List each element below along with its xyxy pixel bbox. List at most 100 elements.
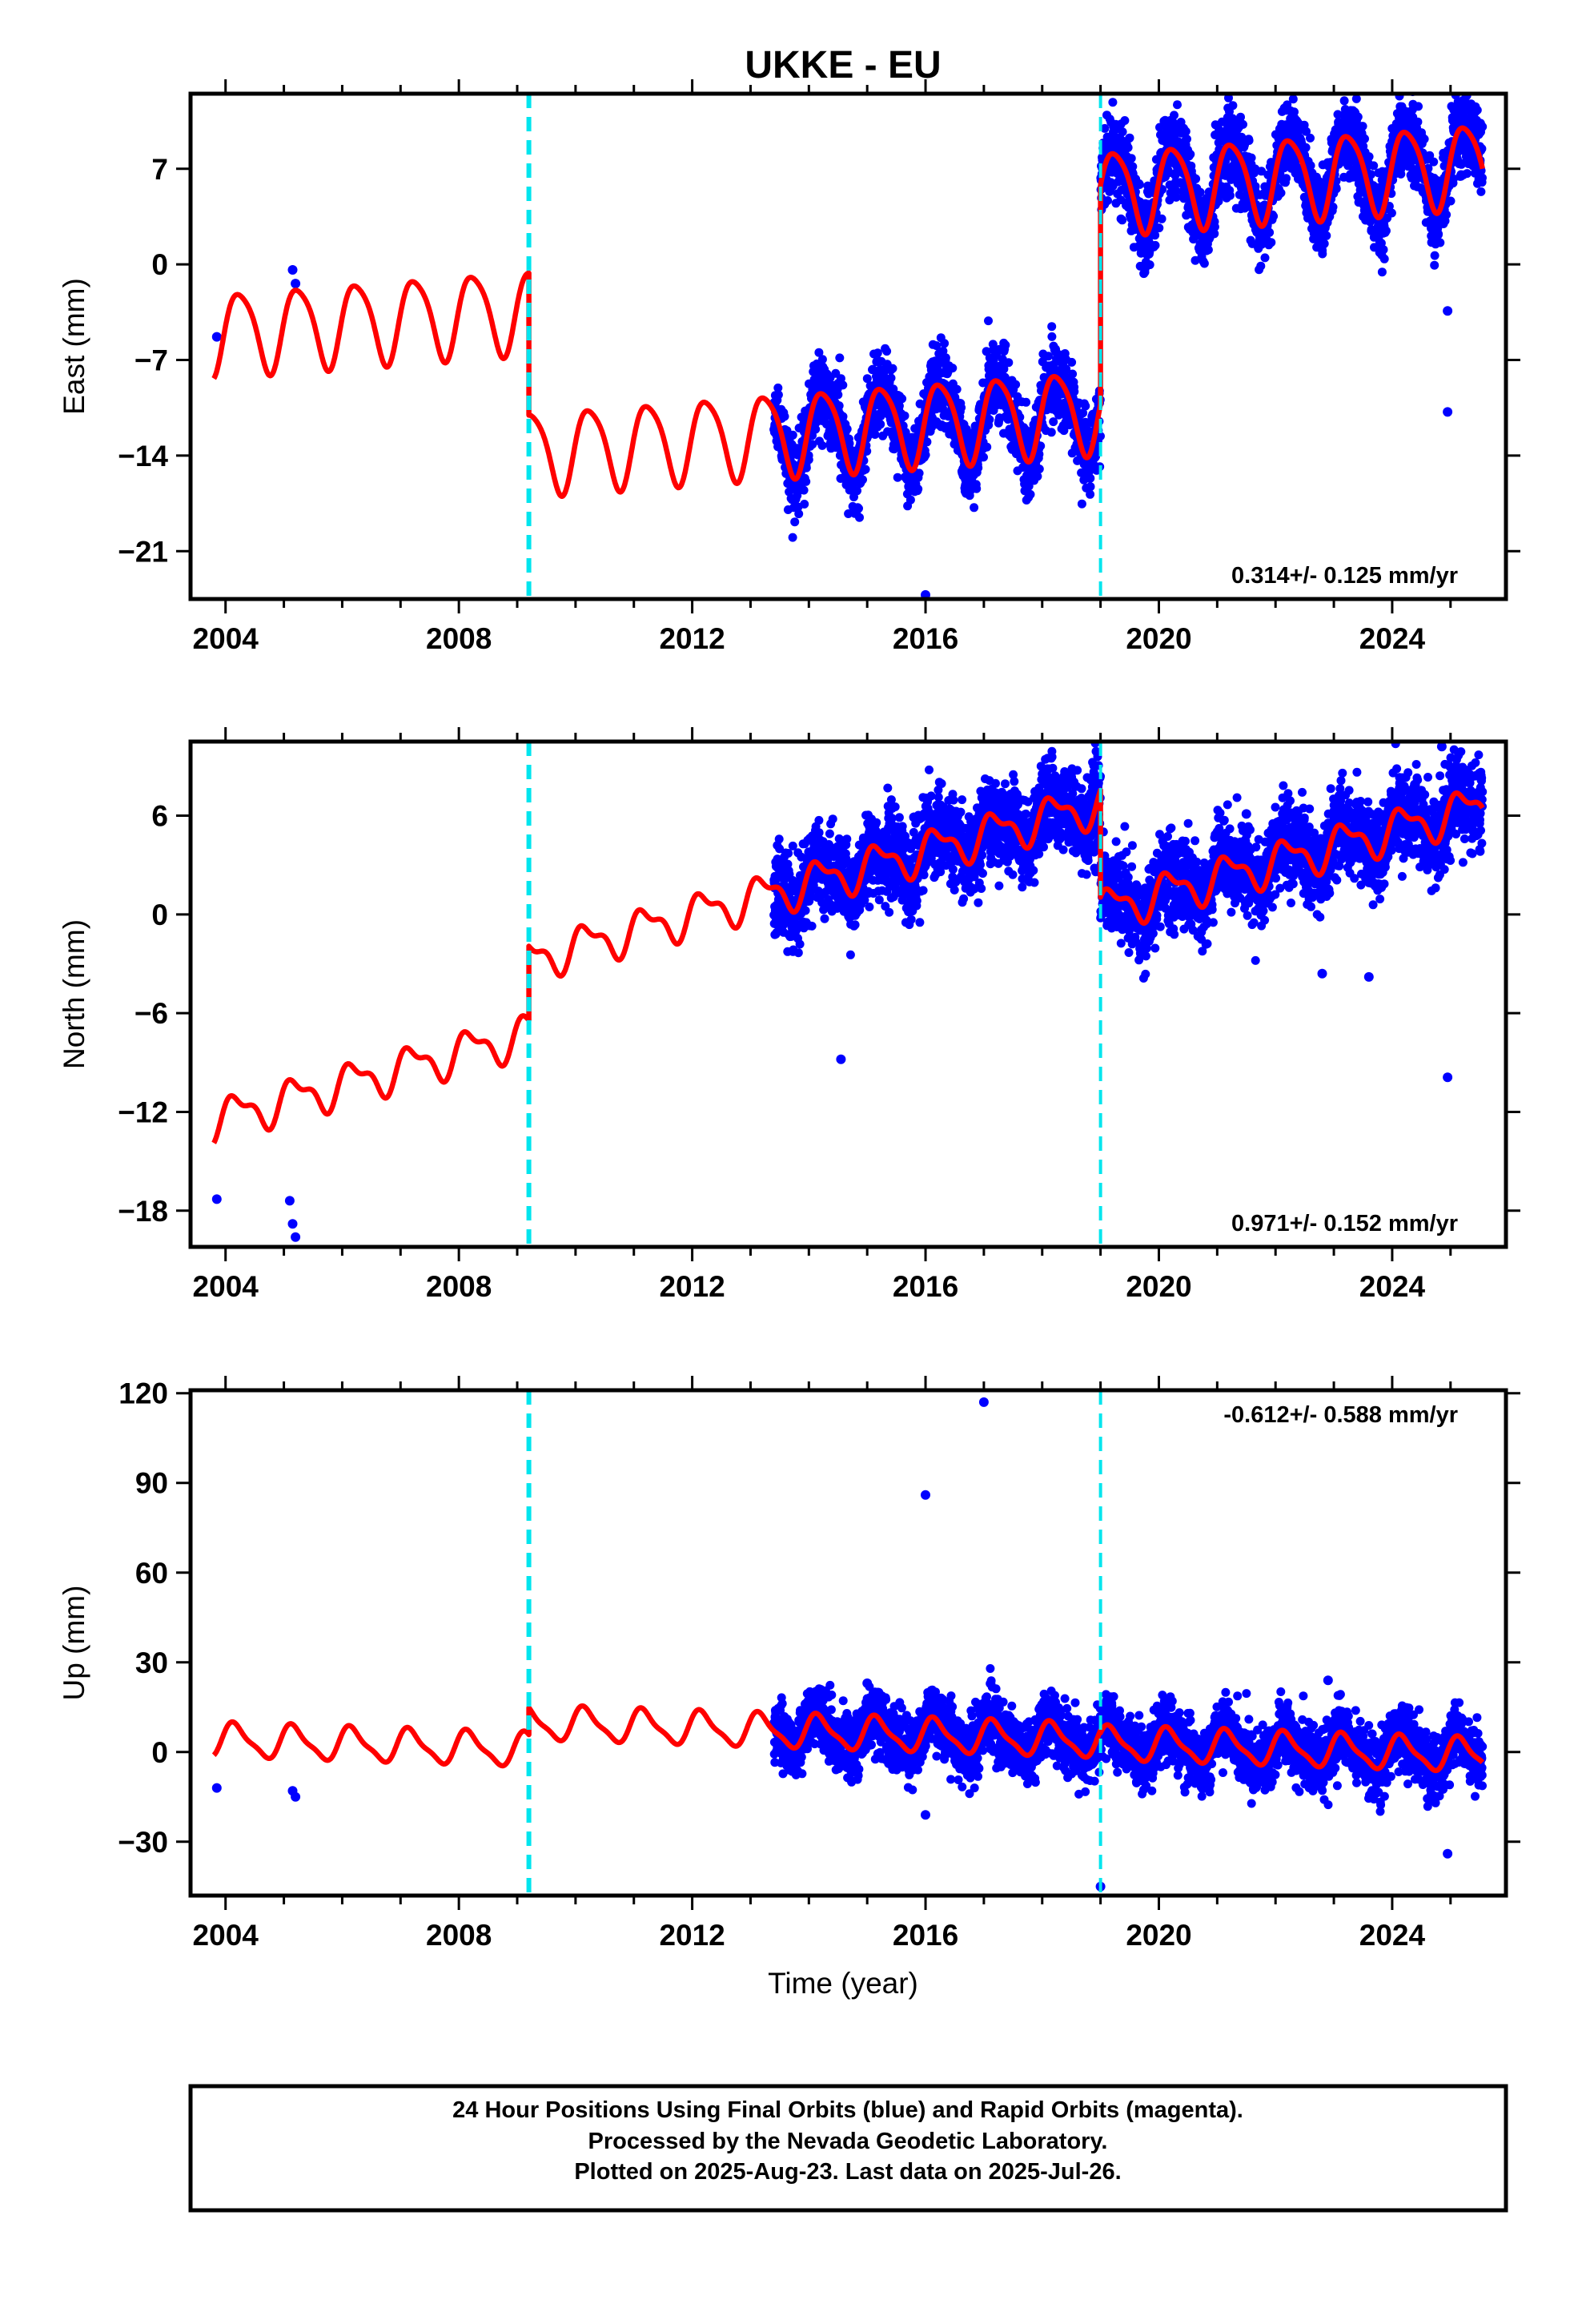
data-point	[888, 364, 897, 373]
data-point	[850, 920, 860, 930]
data-point	[876, 420, 885, 429]
data-point	[817, 440, 827, 450]
data-point	[1430, 260, 1439, 270]
data-point	[790, 517, 800, 527]
data-point	[1306, 133, 1315, 143]
data-point	[1265, 227, 1275, 237]
data-point	[1078, 408, 1088, 418]
data-point	[855, 513, 864, 522]
data-point	[1463, 169, 1472, 179]
data-point	[1034, 464, 1044, 474]
data-point	[1126, 154, 1136, 163]
data-point	[1319, 239, 1329, 248]
data-point	[793, 948, 803, 958]
data-point	[1214, 196, 1223, 206]
data-point	[1269, 211, 1279, 221]
data-point	[913, 485, 923, 494]
data-point	[882, 347, 892, 356]
data-point	[1210, 229, 1219, 239]
data-point	[948, 364, 958, 373]
data-point	[1430, 251, 1439, 260]
x-tick-label: 2008	[426, 622, 492, 655]
data-point	[834, 401, 844, 411]
data-point	[862, 374, 872, 384]
data-point	[1244, 136, 1254, 145]
data-point	[952, 384, 962, 394]
data-point	[1256, 261, 1266, 271]
data-point	[1435, 238, 1445, 247]
data-point	[941, 353, 950, 363]
data-point	[1033, 472, 1042, 481]
data-point	[1123, 143, 1133, 152]
y-tick-label: −14	[118, 440, 168, 472]
data-point	[1301, 143, 1311, 152]
data-point	[1118, 215, 1127, 225]
data-point	[774, 834, 784, 844]
data-point	[1322, 231, 1331, 240]
data-point-outlier	[291, 279, 301, 289]
data-point	[957, 403, 966, 412]
data-point	[1173, 100, 1182, 110]
x-tick-label: 2016	[893, 622, 958, 655]
data-point	[1047, 322, 1057, 332]
data-point	[1134, 180, 1144, 189]
data-point	[1171, 192, 1181, 202]
y-tick-label: −21	[118, 535, 168, 568]
data-point	[1145, 260, 1154, 270]
data-point	[885, 907, 894, 917]
data-point	[1036, 441, 1046, 451]
data-point	[970, 503, 979, 513]
plot-content	[211, 82, 1488, 599]
data-point	[1182, 135, 1191, 144]
data-point	[1239, 119, 1247, 129]
data-point	[1336, 82, 1345, 91]
data-point	[1478, 122, 1488, 131]
data-point	[1429, 157, 1439, 167]
data-point	[1210, 222, 1219, 231]
data-point	[1100, 123, 1110, 133]
data-point	[794, 509, 804, 519]
data-point	[1011, 380, 1021, 389]
data-point	[1155, 123, 1164, 132]
data-point	[1413, 117, 1423, 127]
data-point	[1096, 432, 1105, 441]
data-point	[1062, 364, 1071, 374]
data-point	[1302, 127, 1311, 136]
data-point	[1367, 170, 1375, 179]
data-point	[1351, 94, 1361, 103]
data-point	[1034, 449, 1044, 459]
data-point	[811, 424, 821, 434]
velocity-annotation: 0.314+/- 0.125 mm/yr	[1231, 563, 1458, 589]
data-point	[1165, 195, 1174, 205]
data-point	[1358, 122, 1367, 131]
data-point	[1004, 358, 1014, 368]
data-point	[1282, 174, 1291, 183]
data-point	[1387, 208, 1396, 218]
data-point	[814, 348, 824, 357]
data-point	[1288, 94, 1298, 104]
x-tick-label: 2024	[1359, 622, 1426, 655]
data-point	[889, 444, 899, 454]
data-point	[1446, 196, 1456, 206]
data-point	[1086, 482, 1095, 492]
data-point	[890, 802, 900, 811]
data-point	[1150, 231, 1160, 240]
data-point	[788, 430, 797, 440]
data-point	[1379, 254, 1389, 263]
data-point	[801, 463, 811, 472]
data-point	[1381, 226, 1391, 235]
data-point	[858, 475, 867, 485]
y-tick-label: 7	[151, 153, 168, 186]
data-point	[825, 829, 834, 838]
data-point-outlier	[1443, 306, 1453, 316]
data-point	[1049, 417, 1058, 427]
data-point	[932, 341, 942, 351]
data-point	[1157, 214, 1166, 223]
data-point	[894, 813, 904, 822]
x-tick-label: 2012	[659, 622, 725, 655]
data-point	[1068, 369, 1078, 379]
data-point	[1191, 174, 1201, 183]
data-point	[1369, 161, 1379, 171]
